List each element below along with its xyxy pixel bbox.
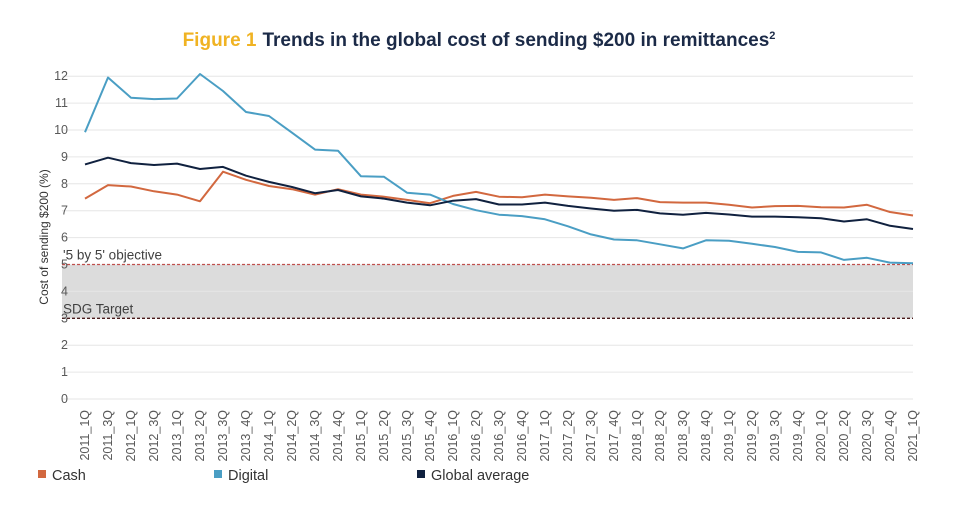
legend-swatch [38, 470, 46, 478]
legend-label: Global average [431, 468, 529, 484]
x-tick-label: 2018_3Q [676, 410, 690, 462]
legend-label: Cash [52, 468, 86, 484]
gridlines [62, 75, 913, 400]
legend-swatch [417, 470, 425, 478]
x-tick-label: 2019_3Q [768, 410, 782, 462]
y-tick-label: 11 [55, 96, 68, 110]
series-line [84, 156, 914, 230]
x-tick-label: 2017_3Q [584, 410, 598, 462]
x-tick-label: 2019_1Q [722, 410, 736, 462]
y-tick-label: 1 [61, 365, 68, 379]
x-tick-label: 2016_3Q [492, 410, 506, 462]
x-tick-label: 2015_4Q [423, 410, 437, 462]
x-tick-label: 2019_2Q [745, 410, 759, 462]
chart-title-prefix: Figure 1 [183, 30, 257, 51]
x-tick-label: 2020_1Q [814, 410, 828, 462]
reference-lines: '5 by 5' objective SDG Target [62, 248, 913, 319]
x-tick-label: 2017_4Q [607, 410, 621, 462]
legend: Cash Digital Global average [38, 468, 529, 484]
x-tick-label: 2011_3Q [101, 410, 115, 461]
y-tick-label: 5 [61, 258, 68, 272]
chart-title-main: Trends in the global cost of sending $20… [262, 30, 769, 51]
x-tick-label: 2019_4Q [791, 410, 805, 462]
x-tick-label: 2017_2Q [561, 410, 575, 462]
series-line [84, 170, 914, 217]
y-tick-label: 2 [61, 338, 68, 352]
y-tick-label: 8 [61, 177, 68, 191]
series-lines [84, 73, 914, 265]
x-tick-label: 2013_4Q [239, 410, 253, 462]
y-tick-label: 4 [61, 284, 68, 298]
x-tick-label: 2015_1Q [354, 410, 368, 462]
chart-title: Figure 1 Trends in the global cost of sen… [183, 30, 776, 51]
y-tick-label: 10 [54, 123, 68, 137]
x-tick-label: 2011_1Q [78, 410, 92, 461]
y-tick-label: 12 [54, 69, 68, 83]
y-tick-label: 9 [61, 150, 68, 164]
y-axis-label: Cost of sending $200 (%) [37, 169, 51, 304]
x-tick-label: 2014_2Q [285, 410, 299, 462]
x-tick-label: 2014_4Q [331, 410, 345, 462]
x-tick-label: 2018_4Q [699, 410, 713, 462]
x-tick-labels: 2011_1Q 2011_3Q 2012_1Q 2012_3Q 2013_1Q 2013_… [78, 410, 920, 462]
x-tick-label: 2013_3Q [216, 410, 230, 462]
x-tick-label: 2014_3Q [308, 410, 322, 462]
x-tick-label: 2018_1Q [630, 410, 644, 462]
legend-label: Digital [228, 468, 268, 484]
reference-line-label: SDG Target [63, 301, 134, 316]
x-tick-label: 2018_2Q [653, 410, 667, 462]
y-tick-label: 3 [61, 311, 68, 325]
x-tick-label: 2021_1Q [906, 410, 920, 462]
x-tick-label: 2020_4Q [883, 410, 897, 462]
x-tick-label: 2013_2Q [193, 410, 207, 462]
y-tick-label: 0 [61, 392, 68, 406]
reference-line-label: '5 by 5' objective [63, 248, 162, 263]
y-tick-label: 7 [61, 204, 68, 218]
legend-swatch [214, 470, 222, 478]
y-tick-label: 6 [61, 231, 68, 245]
x-tick-label: 2015_2Q [377, 410, 391, 462]
x-tick-label: 2013_1Q [170, 410, 184, 462]
x-tick-label: 2015_3Q [400, 410, 414, 462]
x-tick-label: 2012_1Q [124, 410, 138, 462]
series-line [84, 73, 914, 265]
x-tick-label: 2020_2Q [837, 410, 851, 462]
x-tick-label: 2016_1Q [446, 410, 460, 462]
x-tick-label: 2016_2Q [469, 410, 483, 462]
chart-title-superscript: 2 [769, 30, 775, 42]
x-tick-label: 2014_1Q [262, 410, 276, 462]
x-tick-label: 2017_1Q [538, 410, 552, 462]
x-tick-label: 2020_3Q [860, 410, 874, 462]
x-tick-label: 2016_4Q [515, 410, 529, 462]
x-tick-label: 2012_3Q [147, 410, 161, 462]
